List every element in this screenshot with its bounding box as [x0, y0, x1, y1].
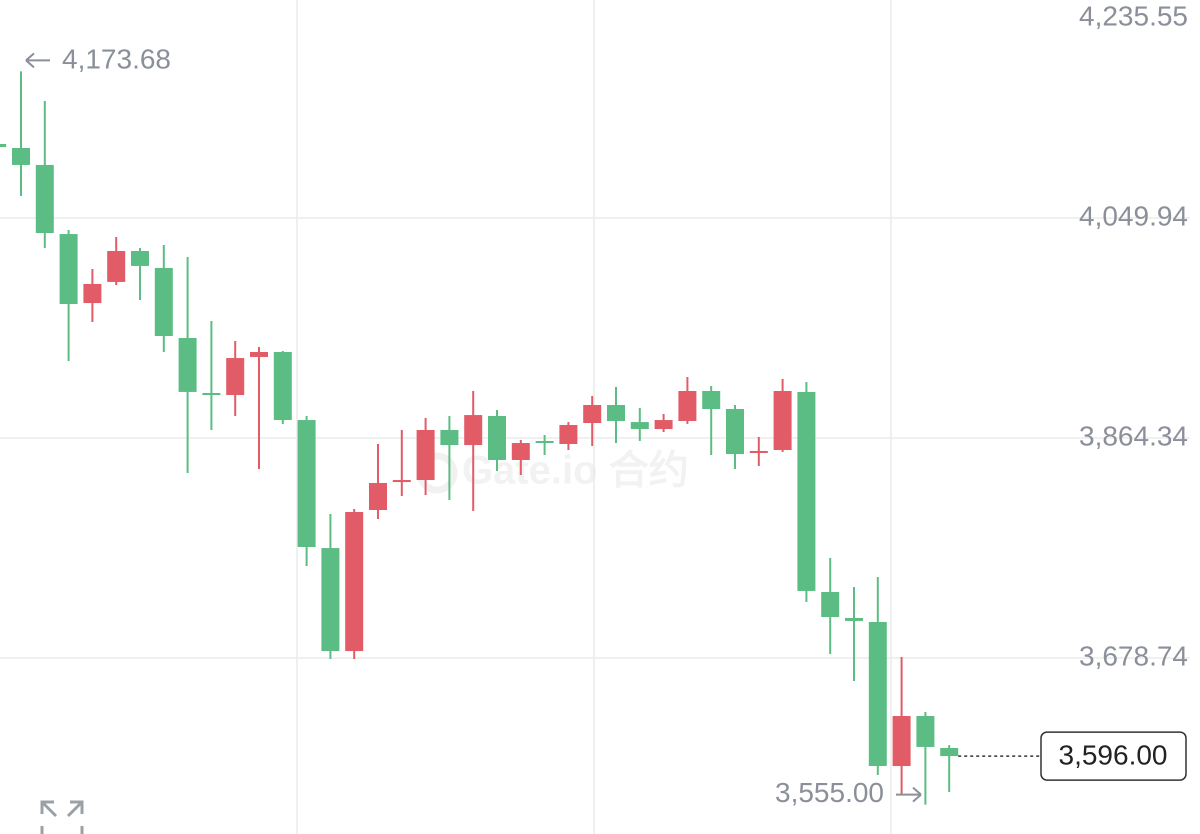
expand-icon-path	[40, 800, 84, 834]
candle-body	[654, 420, 673, 430]
candles	[0, 71, 959, 805]
candle-body	[535, 441, 554, 444]
y-tick-label: 3,678.74	[1079, 640, 1188, 671]
candle-body	[416, 429, 435, 481]
candle-body	[273, 351, 292, 421]
candle-body	[440, 429, 459, 446]
low-marker-label: 3,555.00	[775, 777, 884, 808]
candle-body	[35, 164, 54, 233]
candle-body	[821, 592, 840, 618]
candle-body	[940, 748, 959, 757]
candle-body	[773, 390, 792, 451]
horizontal-grid	[0, 217, 1190, 659]
candle-body	[321, 548, 340, 652]
candle-body	[202, 393, 221, 396]
watermark-group: Gate.io 合约	[416, 449, 689, 494]
candle-body	[83, 283, 102, 304]
candle-body	[797, 391, 816, 591]
candle-body	[892, 716, 911, 767]
candle-body	[749, 450, 768, 453]
candle-body	[678, 390, 697, 421]
candle-body	[131, 251, 149, 266]
candle-body	[726, 409, 744, 455]
candle-body	[250, 351, 268, 357]
candle-body	[369, 482, 387, 511]
candle-body	[12, 148, 30, 165]
candle-body	[868, 622, 887, 767]
y-tick-label: 4,049.94	[1079, 200, 1188, 231]
candle-body	[392, 480, 411, 483]
candle-body	[583, 404, 602, 423]
y-tick-label: 3,864.34	[1079, 420, 1188, 451]
candle-body	[607, 404, 625, 421]
candle-body	[845, 617, 863, 621]
last-price-box	[1040, 731, 1187, 781]
candle-body	[511, 443, 530, 460]
candle-body	[297, 420, 316, 547]
candle-body	[0, 143, 7, 148]
candle-body	[630, 422, 649, 430]
candle-body	[464, 415, 483, 446]
expand-icon[interactable]	[40, 800, 84, 834]
high-marker-arrow	[25, 52, 50, 69]
candle-body	[154, 267, 173, 336]
high-marker-label: 4,173.68	[62, 44, 171, 75]
candle-body	[226, 358, 245, 396]
low-marker-arrow	[896, 786, 922, 803]
candle-body	[345, 512, 364, 652]
candle-body	[488, 416, 506, 460]
candle-body	[702, 390, 721, 410]
labels: 4,235.55 4,049.94 3,864.34 3,678.74 4,173.68…	[25, 0, 1188, 808]
candle-body	[916, 716, 935, 747]
candle-body	[178, 338, 197, 392]
candle-body	[59, 234, 78, 304]
candle-body	[559, 425, 578, 444]
y-tick-label: 4,235.55	[1079, 0, 1188, 31]
last-price-label: 3,596.00	[1059, 739, 1168, 770]
candle-body	[107, 251, 126, 282]
